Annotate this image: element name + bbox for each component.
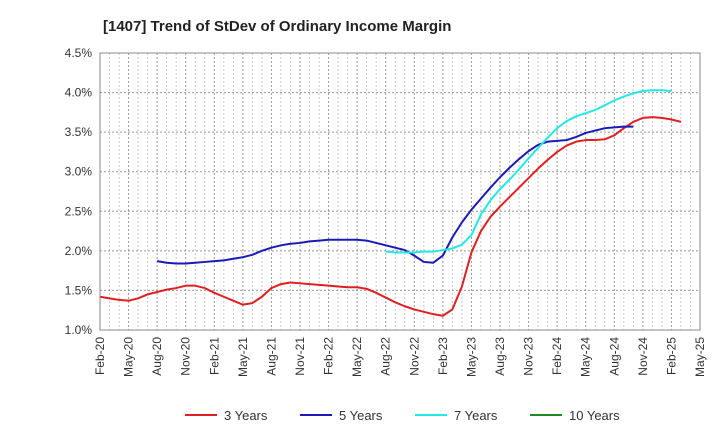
x-tick-label: May-23 [464,337,478,377]
y-axis: 1.0% 1.5% 2.0% 2.5% 3.0% 3.5% 4.0% 4.5% [65,46,93,337]
x-tick-label: Feb-25 [664,337,678,375]
plot-area [100,53,700,330]
chart-title: [1407] Trend of StDev of Ordinary Income… [103,18,451,35]
x-tick-label: Feb-20 [93,337,107,375]
legend-item-5-years: 5 Years [300,408,383,423]
x-tick-label: Nov-23 [522,337,536,376]
x-tick-label: Aug-21 [264,337,278,376]
y-tick-label: 1.0% [65,323,93,337]
legend: 3 Years 5 Years 7 Years 10 Years [185,408,620,423]
series-line-5-years [156,125,634,265]
legend-label: 5 Years [339,408,383,423]
plot-frame [99,52,701,331]
x-tick-label: Nov-21 [293,337,307,376]
plot-background [100,53,700,330]
x-tick-label: May-22 [350,337,364,377]
x-tick-label: Aug-22 [379,337,393,376]
x-tick-label: May-21 [236,337,250,377]
legend-label: 7 Years [454,408,498,423]
series-line-3-years [99,116,682,317]
x-tick-label: Aug-24 [607,337,621,376]
x-tick-label: Feb-24 [550,337,564,375]
series-layer [99,89,682,317]
x-tick-label: Nov-24 [636,337,650,376]
y-tick-label: 2.5% [65,204,93,218]
y-tick-label: 2.0% [65,244,93,258]
y-tick-label: 4.0% [65,86,93,100]
legend-item-7-years: 7 Years [415,408,498,423]
x-tick-label: Feb-23 [436,337,450,375]
y-tick-label: 3.5% [65,125,93,139]
y-tick-label: 1.5% [65,283,93,297]
x-axis: Feb-20 May-20 Aug-20 Nov-20 Feb-21 May-21 Aug-… [93,337,707,377]
x-tick-label: Feb-22 [322,337,336,375]
legend-item-10-years: 10 Years [530,408,620,423]
x-tick-label: May-24 [579,337,593,377]
series-line-7-years [385,89,672,254]
x-tick-label: May-20 [122,337,136,377]
x-tick-label: May-25 [693,337,707,377]
x-tick-label: Nov-20 [179,337,193,376]
y-tick-label: 3.0% [65,165,93,179]
x-tick-label: Nov-22 [407,337,421,376]
x-tick-label: Aug-23 [493,337,507,376]
x-tick-label: Feb-21 [207,337,221,375]
legend-label: 3 Years [224,408,268,423]
legend-label: 10 Years [569,408,620,423]
grid [100,53,700,330]
y-tick-label: 4.5% [65,46,93,60]
x-tick-label: Aug-20 [150,337,164,376]
legend-item-3-years: 3 Years [185,408,268,423]
